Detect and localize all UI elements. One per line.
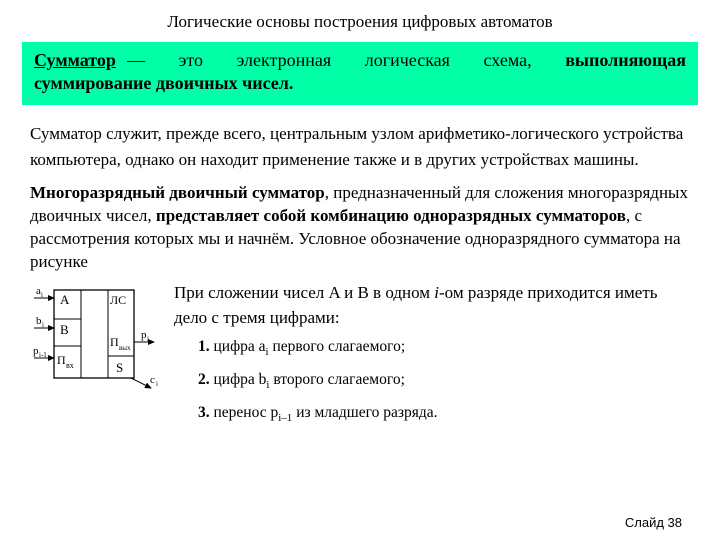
right-column: При сложении чисел A и B в одном i-ом ра… (168, 280, 720, 438)
items-list: 1. цифра ai первого слагаемого; 2. цифра… (198, 339, 692, 424)
paragraph-1: Сумматор служит, прежде всего, центральн… (30, 121, 690, 174)
label-A: A (60, 292, 70, 307)
italic-i: i (434, 283, 439, 302)
label-LS: ЛС (110, 293, 126, 307)
label-cout: c (150, 374, 155, 386)
intro-right: При сложении чисел A и B в одном i-ом ра… (174, 280, 692, 331)
label-pin-sub: i-1 (39, 351, 47, 359)
paragraph-2: Многоразрядный двоичный сумматор, предна… (30, 182, 690, 274)
label-bin-sub: i (42, 321, 44, 329)
slide-number: Слайд 38 (625, 515, 682, 530)
definition-rest: — это электронная логическая схема, выпо… (34, 50, 686, 93)
label-Pout-sub: вых (119, 344, 131, 352)
label-cout-sub: i (156, 380, 158, 388)
item-1: 1. цифра ai первого слагаемого; (198, 339, 692, 358)
label-B: B (60, 322, 69, 337)
lower-row: A B П вх ЛС П вых S ai bi pi-1 pi ci При… (0, 280, 720, 438)
label-Pin-sub: вх (66, 361, 74, 370)
para2-bold1: Многоразрядный двоичный сумматор (30, 183, 325, 202)
label-ain-sub: i (41, 291, 43, 299)
label-pout-sub: i (147, 335, 149, 343)
summator-diagram: A B П вх ЛС П вых S ai bi pi-1 pi ci (28, 284, 168, 394)
para2-bold2: представляет собой комбинацию одноразряд… (156, 206, 626, 225)
label-S: S (116, 360, 123, 375)
diagram-container: A B П вх ЛС П вых S ai bi pi-1 pi ci (0, 280, 168, 438)
item-3: 3. перенос pi–1 из младшего разряда. (198, 405, 692, 424)
label-Pout: П (110, 335, 119, 349)
item-2: 2. цифра bi второго слагаемого; (198, 372, 692, 391)
label-Pin: П (57, 353, 66, 367)
definition-term: Сумматор (34, 50, 116, 70)
slide-title: Логические основы построения цифровых ав… (0, 0, 720, 38)
definition-box: Сумматор — это электронная логическая сх… (22, 42, 698, 105)
